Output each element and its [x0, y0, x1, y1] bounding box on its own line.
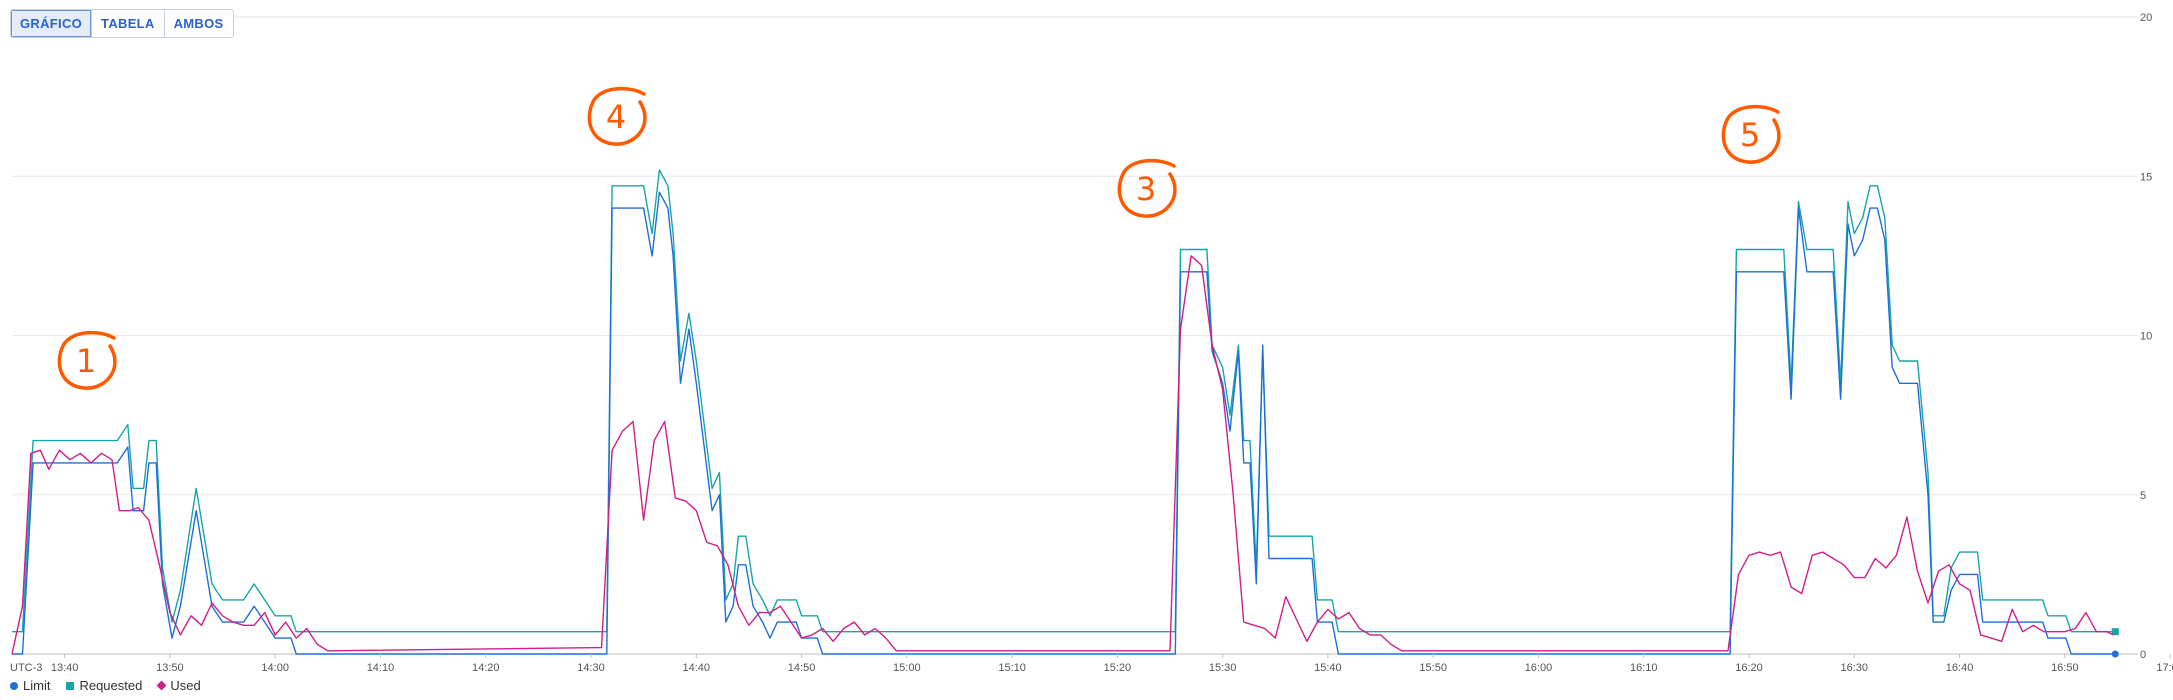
view-toggle: GRÁFICO TABELA AMBOS [10, 9, 234, 38]
x-tick-label: 15:40 [1314, 662, 1342, 674]
annotation-marker: 5 [1721, 104, 1781, 164]
annotation-label: 5 [1740, 116, 1760, 154]
x-tick-label: 14:10 [367, 662, 395, 674]
annotation-circle [1117, 158, 1177, 218]
timezone-label: UTC-3 [10, 662, 42, 674]
annotation-label: 3 [1136, 170, 1156, 208]
x-tick-label: 16:00 [1525, 662, 1553, 674]
x-tick-label: 14:00 [261, 662, 289, 674]
diamond-icon [156, 680, 167, 691]
series-line-used [11, 255, 2114, 655]
annotation-circle [57, 330, 117, 390]
legend-item-limit[interactable]: Limit [10, 678, 50, 693]
x-tick-label: 14:20 [472, 662, 500, 674]
legend-label: Used [170, 678, 201, 693]
x-tick-label: 13:40 [51, 662, 79, 674]
chart-series [11, 169, 2119, 658]
chart-grid [12, 16, 2138, 655]
x-tick-label: 16:10 [1630, 662, 1658, 674]
circle-icon [10, 681, 18, 690]
y-tick-label: 5 [2140, 490, 2146, 502]
annotation-circle [1721, 104, 1781, 164]
series-line-limit [12, 191, 2114, 655]
legend-label: Limit [23, 678, 51, 693]
annotation-marker: 3 [1117, 158, 1177, 218]
x-tick-label: 15:30 [1209, 662, 1237, 674]
x-tick-label: 15:10 [998, 662, 1026, 674]
tab-chart[interactable]: GRÁFICO [11, 10, 92, 37]
x-tick-label: 15:00 [893, 662, 921, 674]
y-tick-label: 15 [2140, 171, 2152, 183]
x-tick-label: 15:50 [1419, 662, 1447, 674]
x-tick-label: 14:40 [683, 662, 711, 674]
annotation-marker: 1 [57, 330, 117, 390]
annotation-label: 4 [606, 98, 626, 136]
annotation-label: 1 [76, 342, 96, 380]
series-end-marker [2111, 650, 2119, 658]
x-tick-label: 16:50 [2051, 662, 2079, 674]
chart-annotations: 1 4 3 5 [57, 86, 1781, 390]
legend-item-requested[interactable]: Requested [66, 678, 142, 693]
x-tick-label: 14:50 [788, 662, 816, 674]
annotation-marker: 4 [587, 86, 647, 146]
x-tick-label: 13:50 [156, 662, 184, 674]
x-tick-label: 14:30 [577, 662, 605, 674]
x-tick-label: 16:40 [1946, 662, 1974, 674]
x-tick-label: 15:20 [1104, 662, 1132, 674]
y-tick-label: 0 [2140, 649, 2146, 661]
series-line-requested [12, 169, 2114, 633]
x-tick-label: 16:20 [1735, 662, 1763, 674]
y-tick-label: 10 [2140, 331, 2152, 343]
annotation-circle [587, 86, 647, 146]
x-tick-label: 17:00 [2156, 662, 2173, 674]
square-icon [66, 681, 75, 690]
legend-item-used[interactable]: Used [156, 678, 201, 693]
x-tick-label: 16:30 [1841, 662, 1869, 674]
chart-legend: Limit Requested Used [10, 678, 201, 693]
series-end-marker [2111, 628, 2119, 636]
tab-both[interactable]: AMBOS [163, 10, 233, 37]
tab-table[interactable]: TABELA [91, 10, 164, 37]
y-tick-label: 20 [2140, 12, 2152, 24]
legend-label: Requested [79, 678, 143, 693]
